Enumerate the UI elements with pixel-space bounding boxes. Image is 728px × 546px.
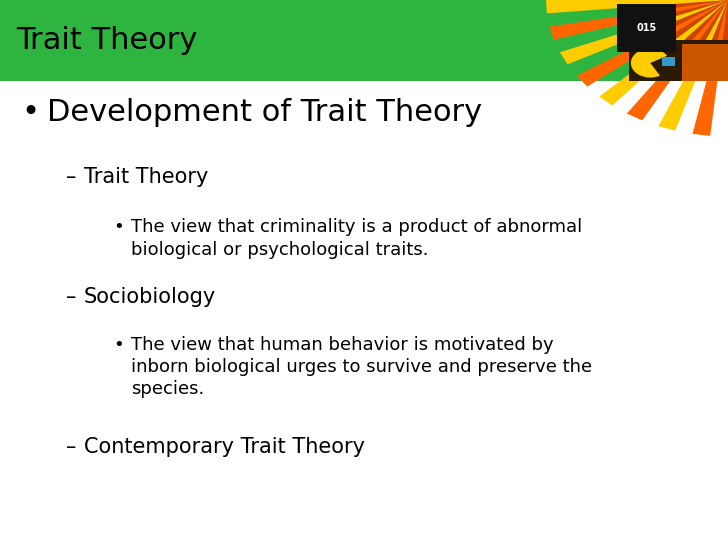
Polygon shape <box>627 0 728 120</box>
Polygon shape <box>577 0 728 87</box>
Text: –: – <box>66 437 76 457</box>
Polygon shape <box>546 0 728 14</box>
Text: Development of Trait Theory: Development of Trait Theory <box>47 98 483 127</box>
Polygon shape <box>692 0 728 136</box>
FancyBboxPatch shape <box>628 40 728 81</box>
FancyBboxPatch shape <box>0 0 728 81</box>
Text: •: • <box>22 98 40 127</box>
Wedge shape <box>631 49 667 78</box>
FancyBboxPatch shape <box>662 57 676 66</box>
Text: •: • <box>113 218 124 236</box>
Polygon shape <box>550 0 728 40</box>
Text: The view that human behavior is motivated by
inborn biological urges to survive : The view that human behavior is motivate… <box>131 336 592 398</box>
Text: –: – <box>66 167 76 187</box>
Polygon shape <box>560 0 728 64</box>
Text: •: • <box>113 336 124 354</box>
FancyBboxPatch shape <box>628 0 728 40</box>
Text: The view that criminality is a product of abnormal
biological or psychological t: The view that criminality is a product o… <box>131 218 582 259</box>
FancyBboxPatch shape <box>614 0 728 81</box>
Polygon shape <box>599 0 728 105</box>
Text: –: – <box>66 287 76 307</box>
FancyBboxPatch shape <box>614 0 628 81</box>
Text: Trait Theory: Trait Theory <box>16 26 197 55</box>
Text: Trait Theory: Trait Theory <box>84 167 208 187</box>
FancyBboxPatch shape <box>682 44 728 81</box>
Text: 015: 015 <box>636 23 657 33</box>
Text: Sociobiology: Sociobiology <box>84 287 216 307</box>
Text: Contemporary Trait Theory: Contemporary Trait Theory <box>84 437 365 457</box>
Polygon shape <box>658 0 728 130</box>
